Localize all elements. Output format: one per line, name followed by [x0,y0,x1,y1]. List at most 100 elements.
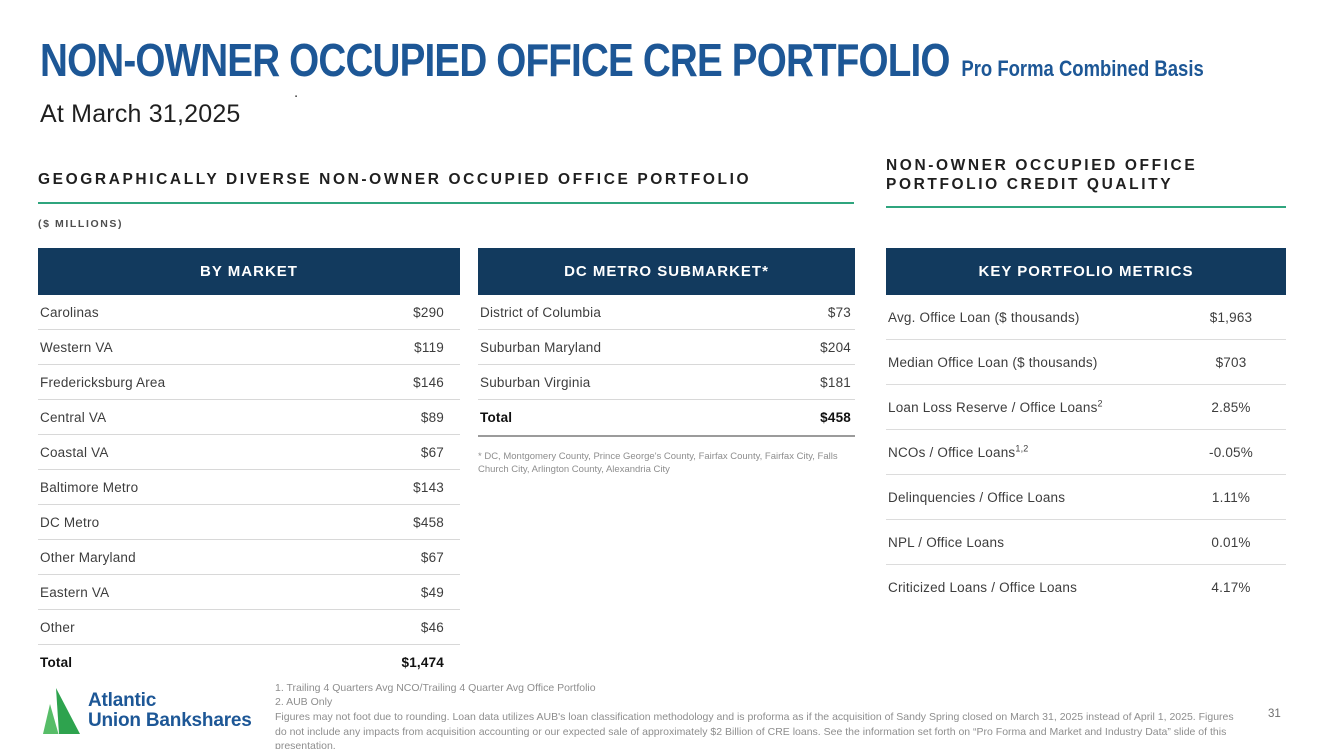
key-metrics-table-body: Avg. Office Loan ($ thousands) $1,963 Medi… [886,295,1286,609]
row-value: $1,474 [401,654,444,670]
table-row: Suburban Virginia $181 [478,365,855,400]
row-label: NCOs / Office Loans1,2 [888,443,1029,460]
table-row: Eastern VA $49 [38,575,460,610]
row-label: Other Maryland [40,549,136,565]
row-value: $290 [413,304,444,320]
dc-metro-footnote: * DC, Montgomery County, Prince George's… [478,451,838,475]
table-row: Median Office Loan ($ thousands) $703 [886,340,1286,385]
row-value: $67 [420,549,444,565]
row-value: $73 [827,304,851,320]
row-label: Suburban Maryland [480,339,602,355]
logo-triangle-icon [43,688,80,734]
key-metrics-table-header: KEY PORTFOLIO METRICS [886,248,1286,295]
row-label: Total [40,654,73,670]
atlantic-union-logo: Atlantic Union Bankshares [40,688,252,734]
table-row: Delinquencies / Office Loans 1.11% [886,475,1286,520]
row-value: $458 [413,514,444,530]
right-section-heading-text: NON-OWNER OCCUPIED OFFICE PORTFOLIO CRED… [886,157,1198,193]
dc-metro-table-header: DC METRO SUBMARKET* [478,248,855,295]
table-row: Carolinas $290 [38,295,460,330]
row-value: $89 [420,409,444,425]
row-value: 0.01% [1211,534,1251,550]
row-value: $181 [820,374,851,390]
footnote-2: 2. AUB Only [275,696,333,708]
row-value: $46 [420,619,444,635]
page-title: NON-OWNER OCCUPIED OFFICE CRE PORTFOLIO P… [40,34,1204,87]
row-label: Eastern VA [40,584,110,600]
left-section-heading: GEOGRAPHICALLY DIVERSE NON-OWNER OCCUPIE… [38,170,854,204]
table-total-row: Total $1,474 [38,645,460,679]
row-label: Baltimore Metro [40,479,139,495]
right-section-heading: NON-OWNER OCCUPIED OFFICE PORTFOLIO CRED… [886,156,1286,208]
units-label: ($ MILLIONS) [38,218,124,230]
footnote-1: 1. Trailing 4 Quarters Avg NCO/Trailing … [275,682,596,694]
row-label: Criticized Loans / Office Loans [888,579,1078,595]
table-row: NCOs / Office Loans1,2 -0.05% [886,430,1286,475]
title-suffix: Pro Forma Combined Basis [961,56,1204,81]
row-label: Other [40,619,75,635]
row-label: Coastal VA [40,444,109,460]
dc-metro-submarket-table: DC METRO SUBMARKET* District of Columbia… [478,248,855,476]
footnotes-block: 1. Trailing 4 Quarters Avg NCO/Trailing … [275,681,1240,749]
row-value: 4.17% [1211,579,1251,595]
dc-metro-table-title: DC METRO SUBMARKET* [564,263,769,280]
row-label: Fredericksburg Area [40,374,166,390]
table-row: Loan Loss Reserve / Office Loans2 2.85% [886,385,1286,430]
row-label-superscript: 1,2 [1015,443,1029,453]
subtitle-date: At March 31,2025 [40,100,241,128]
by-market-table-title: BY MARKET [200,263,298,280]
row-value: $204 [820,339,851,355]
table-row: Western VA $119 [38,330,460,365]
table-row: Coastal VA $67 [38,435,460,470]
row-value: $119 [414,339,444,355]
row-value: $458 [820,410,851,425]
logo-line2: Union Bankshares [88,710,252,731]
row-label: Total [480,410,513,425]
row-label: DC Metro [40,514,100,530]
key-portfolio-metrics-table: KEY PORTFOLIO METRICS Avg. Office Loan (… [886,248,1286,609]
row-value: $1,963 [1209,309,1253,325]
row-label: District of Columbia [480,304,602,320]
row-value: $146 [413,374,444,390]
row-label: Carolinas [40,304,99,320]
row-label: Avg. Office Loan ($ thousands) [888,309,1080,325]
by-market-table: BY MARKET Carolinas $290 Western VA $119 Fre… [38,248,460,679]
by-market-table-header: BY MARKET [38,248,460,295]
table-total-row: Total $458 [478,400,855,437]
row-label: Suburban Virginia [480,374,591,390]
table-row: Other $46 [38,610,460,645]
row-label-superscript: 2 [1097,398,1103,408]
logo-line1: Atlantic [88,690,157,711]
table-row: Central VA $89 [38,400,460,435]
table-row: NPL / Office Loans 0.01% [886,520,1286,565]
page-number: 31 [1268,708,1281,720]
row-value: -0.05% [1209,444,1253,460]
row-value: 1.11% [1211,489,1251,505]
disclaimer-text: Figures may not foot due to rounding. Lo… [275,711,1234,749]
dc-metro-table-body: District of Columbia $73 Suburban Maryland… [478,295,855,437]
row-value: $143 [413,479,444,495]
left-section-heading-text: GEOGRAPHICALLY DIVERSE NON-OWNER OCCUPIE… [38,171,752,188]
row-value: $49 [420,584,444,600]
row-label: Western VA [40,339,113,355]
key-metrics-table-title: KEY PORTFOLIO METRICS [978,263,1194,280]
table-row: Suburban Maryland $204 [478,330,855,365]
row-value: $67 [420,444,444,460]
table-row: District of Columbia $73 [478,295,855,330]
table-row: Avg. Office Loan ($ thousands) $1,963 [886,295,1286,340]
row-value: $703 [1215,354,1247,370]
table-row: Fredericksburg Area $146 [38,365,460,400]
row-label: Delinquencies / Office Loans [888,489,1066,505]
row-label: Loan Loss Reserve / Office Loans2 [888,398,1103,415]
table-row: Criticized Loans / Office Loans 4.17% [886,565,1286,609]
logo-wordmark: Atlantic Union Bankshares [88,691,252,731]
row-label: Median Office Loan ($ thousands) [888,354,1098,370]
table-row: Other Maryland $67 [38,540,460,575]
stray-period-mark: . [294,84,299,101]
table-row: Baltimore Metro $143 [38,470,460,505]
table-row: DC Metro $458 [38,505,460,540]
title-main: NON-OWNER OCCUPIED OFFICE CRE PORTFOLIO [40,34,950,86]
row-value: 2.85% [1211,399,1251,415]
by-market-table-body: Carolinas $290 Western VA $119 Fredericksbur… [38,295,460,679]
